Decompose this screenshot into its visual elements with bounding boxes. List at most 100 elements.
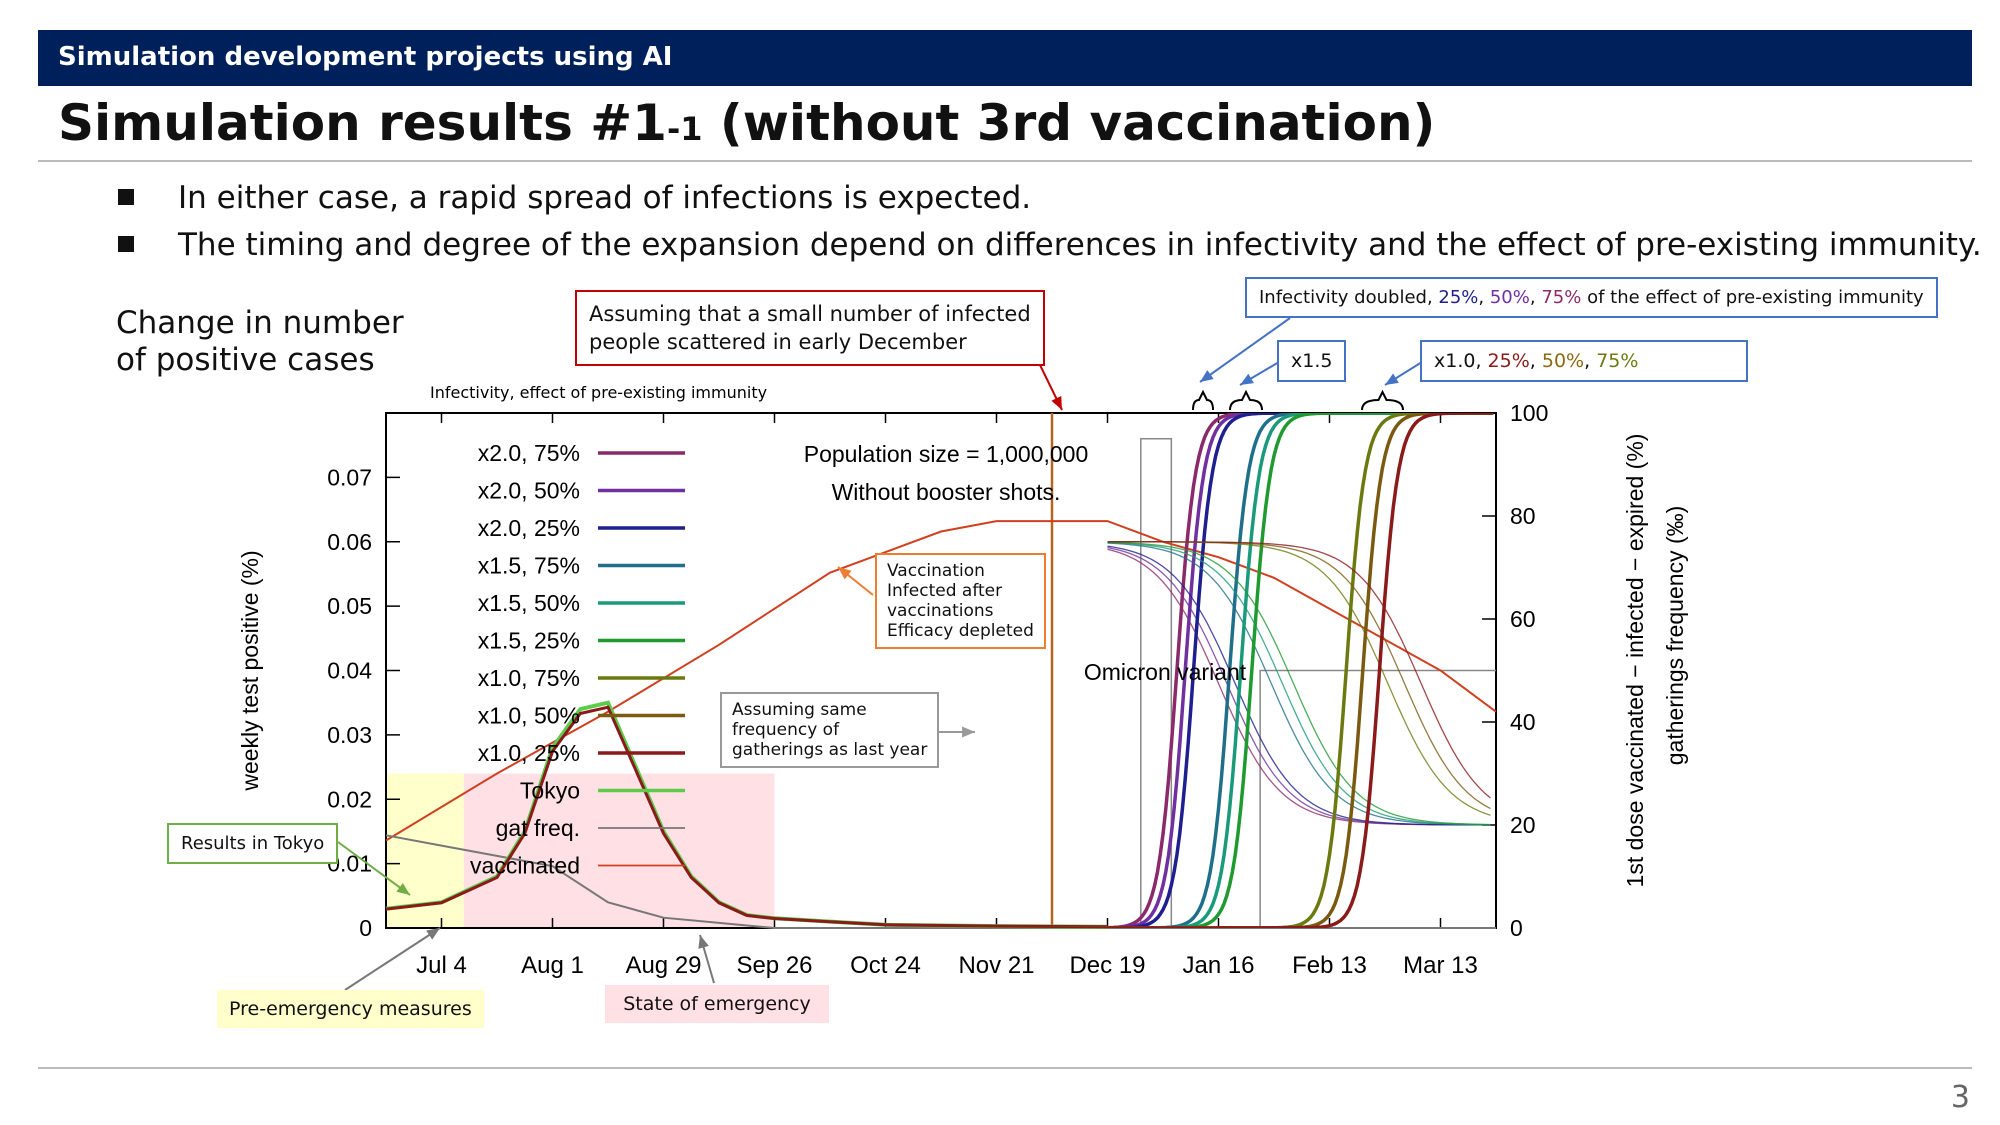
x-tick-label: Mar 13	[1403, 952, 1478, 979]
y-right-axis-label-2: gatherings frequency (‰)	[1662, 506, 1688, 766]
bullet-1: In either case, a rapid spread of infect…	[118, 180, 1031, 216]
ann-text: 25%	[1438, 287, 1479, 308]
bullet-text: The timing and degree of the expansion d…	[178, 227, 1982, 263]
page-title: Simulation results #1-1 (without 3rd vac…	[58, 94, 1435, 152]
ann-text: 25%	[1487, 350, 1530, 372]
y-left-tick-label: 0.06	[327, 529, 372, 555]
y-left-tick-label: 0.07	[327, 464, 372, 490]
tokyo-arrow-head-icon	[396, 882, 410, 895]
ann-text: Infected after	[887, 581, 1003, 601]
tokyo-box: Results in Tokyo	[167, 823, 339, 864]
population-label: Population size = 1,000,000	[804, 441, 1089, 467]
footer-rule	[38, 1067, 1972, 1069]
ann-text: Results in Tokyo	[181, 833, 325, 854]
intro-arrow-head-icon	[1051, 396, 1062, 410]
y-right-axis-label-1: 1st dose vaccinated − infected − expired…	[1622, 434, 1648, 888]
header-banner: Simulation development projects using AI	[38, 30, 1972, 86]
bullet-text: In either case, a rapid spread of infect…	[178, 180, 1032, 216]
intro-note-line2: people scattered in early December	[589, 330, 967, 354]
x-tick-label: Aug 1	[521, 952, 584, 979]
legend-title: Infectivity, effect of pre-existing immu…	[430, 383, 767, 402]
y-left-tick-label: 0.05	[327, 593, 372, 619]
y-right-tick-label: 20	[1510, 812, 1536, 838]
ann-text: 50%	[1489, 287, 1530, 308]
ann-text: ,	[1478, 287, 1490, 308]
immunity-curve	[1107, 541, 1491, 799]
omicron-curve	[1052, 413, 1494, 928]
sim-summer-line	[385, 705, 1108, 929]
bullet-2: The timing and degree of the expansion d…	[118, 227, 1982, 263]
legend-label: Tokyo	[520, 778, 580, 804]
x-tick-label: Nov 21	[958, 952, 1034, 979]
pre-emergency-arrow	[344, 927, 441, 991]
omicron-guide-line	[1259, 669, 1496, 928]
chart-heading: Change in number of positive cases	[116, 305, 404, 379]
x-tick-label: Sep 26	[736, 952, 812, 979]
immunity-curve	[1107, 542, 1491, 826]
x-tick-label: Jan 16	[1182, 952, 1254, 979]
ann-text: ,	[1529, 350, 1542, 372]
y-right-tick-label: 100	[1510, 400, 1548, 426]
ann-text: Assuming same	[732, 700, 867, 720]
title-sub: -1	[666, 110, 703, 148]
ann-text: 75%	[1596, 350, 1639, 372]
y-left-tick-label: 0.03	[327, 722, 372, 748]
x-tick-label: Dec 19	[1069, 952, 1145, 979]
x-tick-label: Oct 24	[850, 952, 921, 979]
x15-box: x1.5	[1277, 340, 1347, 382]
ann-text: of the effect of pre-existing immunity	[1581, 287, 1924, 308]
omicron-curve	[1052, 413, 1494, 928]
chart-heading-line2: of positive cases	[116, 342, 375, 378]
ann-text: Efficacy depleted	[887, 621, 1034, 641]
brace-icon	[1192, 389, 1214, 411]
bullet-square-icon	[118, 236, 134, 252]
legend-label: x2.0, 75%	[478, 440, 580, 466]
y-right-tick-label: 0	[1510, 915, 1523, 941]
vaccination-box: Vaccination Infected after vaccinations Eff…	[875, 553, 1046, 649]
y-left-tick-label: 0.02	[327, 786, 372, 812]
ann-text: gatherings as last year	[732, 740, 928, 760]
emergency-label: State of emergency	[605, 985, 829, 1023]
legend-label: x1.5, 25%	[478, 628, 580, 654]
legend-label: x2.0, 25%	[478, 515, 580, 541]
y-right-tick-label: 80	[1510, 503, 1536, 529]
legend-label: x1.0, 50%	[478, 703, 580, 729]
booster-label: Without booster shots.	[832, 479, 1061, 505]
ann-text: frequency of	[732, 720, 840, 740]
omicron-curve	[1052, 413, 1494, 928]
legend-label: x2.0, 50%	[478, 478, 580, 504]
x10-arrow-head-icon	[1385, 373, 1399, 385]
legend-label: gat freq.	[496, 815, 580, 841]
immunity-curve	[1107, 545, 1491, 826]
omicron-curve	[1052, 413, 1494, 928]
gathering-box: Assuming same frequency of gatherings as l…	[720, 692, 940, 768]
ann-text: x1.0,	[1434, 350, 1488, 372]
immunity-curve	[1107, 542, 1491, 826]
chart-heading-line1: Change in number	[116, 305, 404, 341]
legend-label: vaccinated	[470, 853, 580, 879]
bullet-square-icon	[118, 189, 134, 205]
pre-emergency-arrow-head-icon	[426, 928, 440, 940]
x10-box: x1.0, 25%, 50%, 75%	[1420, 340, 1748, 382]
infectivity-doubled-box: Infectivity doubled, 25%, 50%, 75% of th…	[1245, 277, 1938, 318]
doubled-arrow-head-icon	[1200, 370, 1214, 382]
y-right-tick-label: 40	[1510, 709, 1536, 735]
ann-text: State of emergency	[623, 993, 811, 1015]
y-left-tick-label: 0.04	[327, 658, 372, 684]
doubled-arrow	[1199, 317, 1291, 383]
x-tick-label: Aug 29	[625, 952, 701, 979]
y-left-tick-label: 0	[359, 915, 372, 941]
legend-label: x1.0, 25%	[478, 740, 580, 766]
y-right-tick-label: 60	[1510, 606, 1536, 632]
tokyo-arrow	[337, 841, 411, 896]
x15-arrow-head-icon	[1240, 373, 1254, 385]
title-rest: (without 3rd vaccination)	[702, 94, 1436, 152]
ann-text: ,	[1529, 287, 1542, 308]
immunity-curve	[1107, 546, 1491, 826]
ann-text: 50%	[1541, 350, 1585, 372]
ann-text: x1.5	[1291, 350, 1333, 372]
emergency-arrow-head-icon	[698, 935, 709, 949]
ann-text: 75%	[1541, 287, 1582, 308]
ann-text: Pre-emergency measures	[229, 998, 472, 1020]
